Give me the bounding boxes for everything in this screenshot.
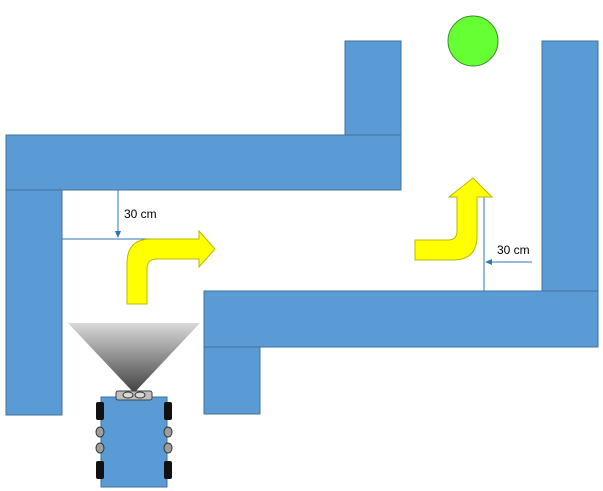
robot-wheel-front-right xyxy=(164,402,172,420)
wall-right-vertical xyxy=(541,40,599,292)
robot-right-side-rollers xyxy=(163,426,173,454)
right-turn-arrow-icon xyxy=(126,229,216,305)
robot-body xyxy=(100,396,168,488)
left-gap-dimension: 30 cm xyxy=(62,190,174,240)
robot-left-side-rollers xyxy=(95,426,105,454)
robot-sensor-mount xyxy=(115,390,153,401)
wall-top-horizontal xyxy=(5,134,402,191)
robot-sensor-left-eye xyxy=(122,391,134,399)
robot-wheel-front-left xyxy=(96,402,104,420)
robot-wheel-rear-left xyxy=(96,461,104,479)
wall-left-vertical xyxy=(5,189,63,416)
ultrasonic-sensor-cone-icon xyxy=(68,323,200,393)
left-gap-label: 30 cm xyxy=(124,207,157,221)
wall-middle-stub xyxy=(203,346,261,415)
robot-car-icon xyxy=(95,390,173,488)
right-gap-label: 30 cm xyxy=(497,243,530,257)
robot-sensor-right-eye xyxy=(134,391,146,399)
up-turn-arrow-icon xyxy=(414,177,494,261)
robot-wheel-rear-right xyxy=(164,461,172,479)
wall-middle-horizontal xyxy=(203,290,599,348)
goal-circle-icon xyxy=(447,15,499,67)
right-gap-dimension: 30 cm xyxy=(483,195,532,291)
